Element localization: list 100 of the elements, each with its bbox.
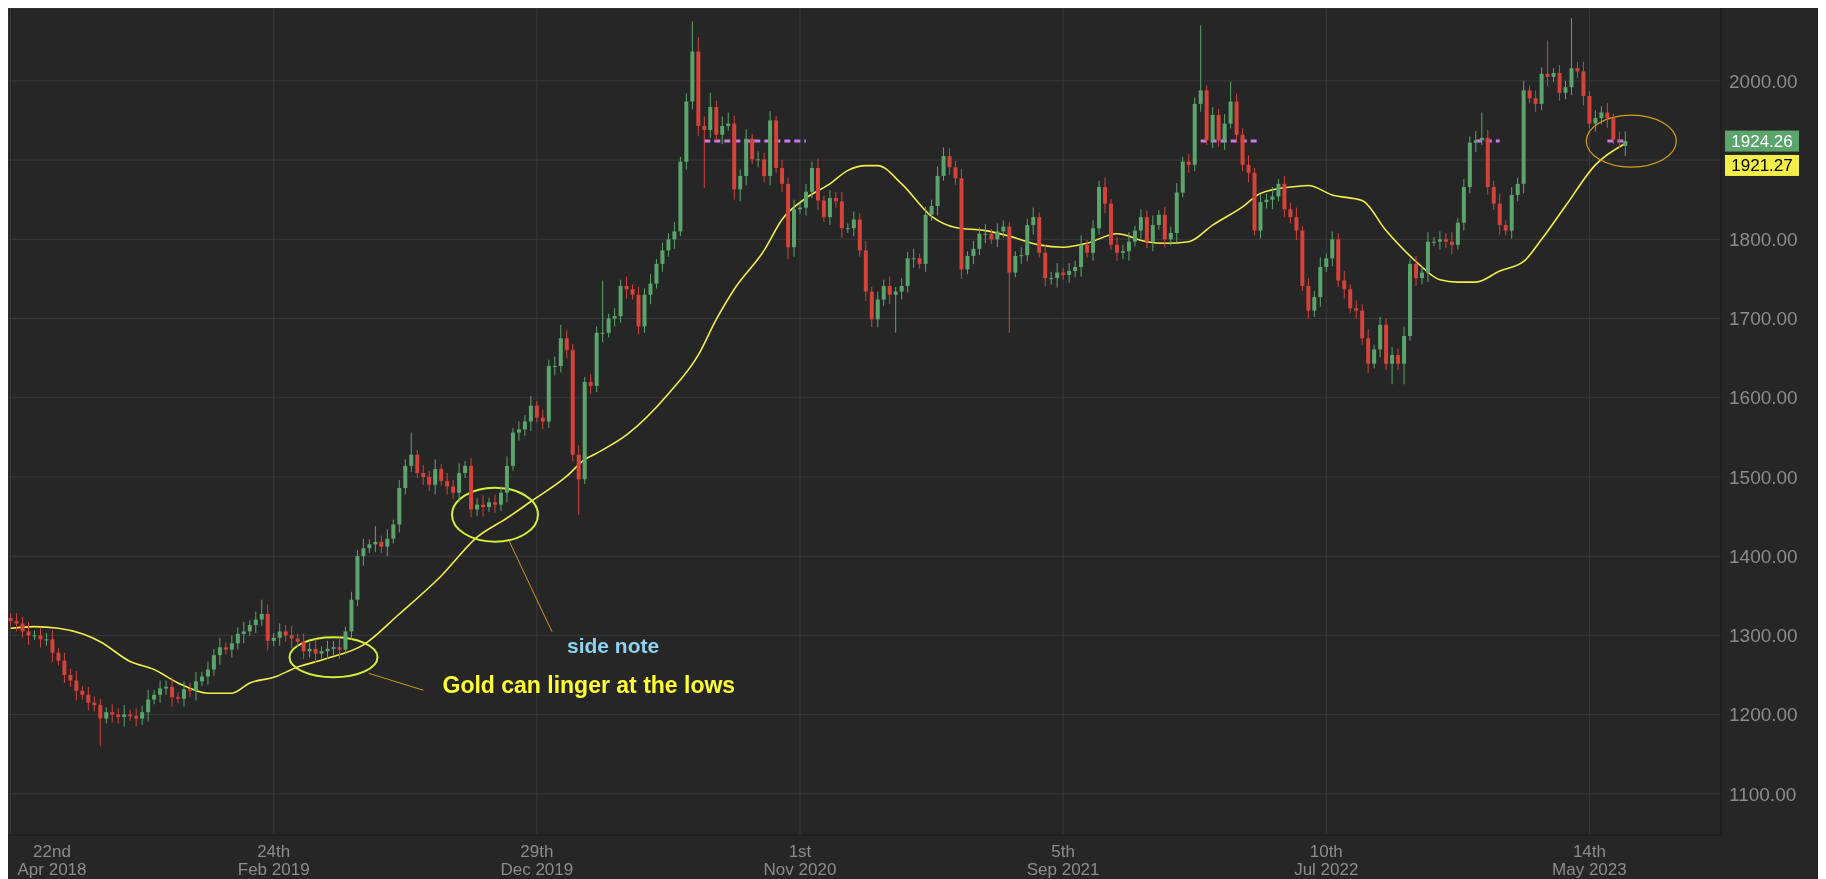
candlestick <box>756 150 761 168</box>
candlestick <box>158 680 163 704</box>
candlestick <box>313 638 318 664</box>
x-tick-label: 14th May 2023 <box>1552 842 1627 879</box>
candlestick <box>457 462 462 503</box>
candlestick <box>1431 236 1436 247</box>
candlestick <box>827 189 832 226</box>
candlestick <box>259 599 264 627</box>
candlestick <box>821 195 826 223</box>
candlestick <box>217 637 222 666</box>
candlestick <box>965 250 970 275</box>
candlestick <box>1120 244 1125 260</box>
candlestick <box>427 470 432 492</box>
candlestick <box>391 519 396 544</box>
candlestick <box>1623 131 1628 157</box>
candlestick <box>1270 186 1275 210</box>
candlestick <box>433 459 438 495</box>
candlestick <box>62 652 67 684</box>
y-tick-label: 1200.00 <box>1729 704 1798 726</box>
candlestick <box>738 169 743 202</box>
candlestick <box>1557 64 1562 102</box>
candlestick <box>588 373 593 395</box>
candlestick <box>193 671 198 701</box>
candlestick <box>409 432 414 473</box>
candlestick <box>1186 153 1191 174</box>
candlestick <box>26 621 31 646</box>
candlestick <box>851 211 856 237</box>
text: 1921.27 <box>1731 156 1793 176</box>
y-tick-label: 1600.00 <box>1729 387 1798 409</box>
candlestick <box>277 623 282 647</box>
candlestick <box>68 668 73 688</box>
candlestick <box>1276 178 1281 202</box>
candlestick <box>1156 209 1161 231</box>
candlestick <box>337 637 342 660</box>
candlestick <box>1222 113 1227 151</box>
annotation: side note <box>566 633 660 657</box>
y-tick-label: 1400.00 <box>1729 545 1798 567</box>
candlestick <box>487 497 492 513</box>
x-tick-label: 24th Feb 2019 <box>237 842 310 879</box>
y-tick-label: 2000.00 <box>1729 70 1798 92</box>
y-tick-label: 1500.00 <box>1729 466 1798 488</box>
candlestick <box>50 629 55 663</box>
candlestick <box>971 240 976 265</box>
candlestick <box>672 221 677 250</box>
candlestick <box>947 147 952 176</box>
candlestick <box>1246 154 1251 183</box>
text: 1924.26 <box>1731 132 1793 152</box>
annotation: Gold can linger at the lows <box>442 672 736 699</box>
candlestick <box>134 707 139 727</box>
candlestick <box>223 642 228 655</box>
candlestick <box>152 689 157 705</box>
candlestick <box>750 133 755 165</box>
candlestick <box>74 670 79 701</box>
candlestick <box>1294 207 1299 241</box>
candlestick <box>1593 109 1598 133</box>
candlestick <box>1419 265 1424 285</box>
x-tick-label: 22nd Apr 2018 <box>17 842 87 879</box>
candlestick <box>624 276 629 300</box>
candlestick <box>983 223 988 244</box>
candlestick <box>403 459 408 495</box>
candlestick <box>702 116 707 189</box>
candlestick <box>875 291 880 328</box>
candlestick <box>887 276 892 305</box>
candlestick <box>941 146 946 182</box>
candlestick <box>1354 299 1359 320</box>
candlestick <box>1372 344 1377 369</box>
candlestick <box>648 273 653 305</box>
candlestick <box>1443 232 1448 249</box>
candlestick <box>1569 17 1574 96</box>
y-tick-label: 1800.00 <box>1729 229 1798 251</box>
candlestick <box>235 626 240 651</box>
candlestick <box>600 280 605 343</box>
candlestick <box>1396 348 1401 371</box>
candlestick <box>1605 102 1610 129</box>
candlestick <box>1168 226 1173 247</box>
candlestick <box>1288 202 1293 224</box>
candlestick <box>1228 81 1233 129</box>
y-tick-label: 1300.00 <box>1729 625 1798 647</box>
candlestick <box>229 634 234 659</box>
candlestick <box>929 199 934 222</box>
candlestick <box>211 648 216 677</box>
candlestick <box>660 241 665 273</box>
candlestick <box>385 528 390 557</box>
x-tick-label: 29th Dec 2019 <box>500 842 574 879</box>
candlestick <box>1103 177 1108 214</box>
candlestick <box>205 661 210 685</box>
candlestick <box>110 703 115 724</box>
candlestick <box>564 329 569 359</box>
candlestick <box>780 159 785 193</box>
x-tick-label: 10th Jul 2022 <box>1294 842 1359 879</box>
candlestick <box>1533 89 1538 113</box>
candlestick <box>720 116 725 145</box>
candlestick <box>343 626 348 655</box>
candlestick <box>708 92 713 139</box>
candlestick <box>1312 290 1317 318</box>
candlestick <box>845 222 850 234</box>
candlestick <box>1611 112 1616 145</box>
candlestick <box>803 183 808 217</box>
candlestick <box>253 611 258 634</box>
candlestick <box>1455 217 1460 251</box>
